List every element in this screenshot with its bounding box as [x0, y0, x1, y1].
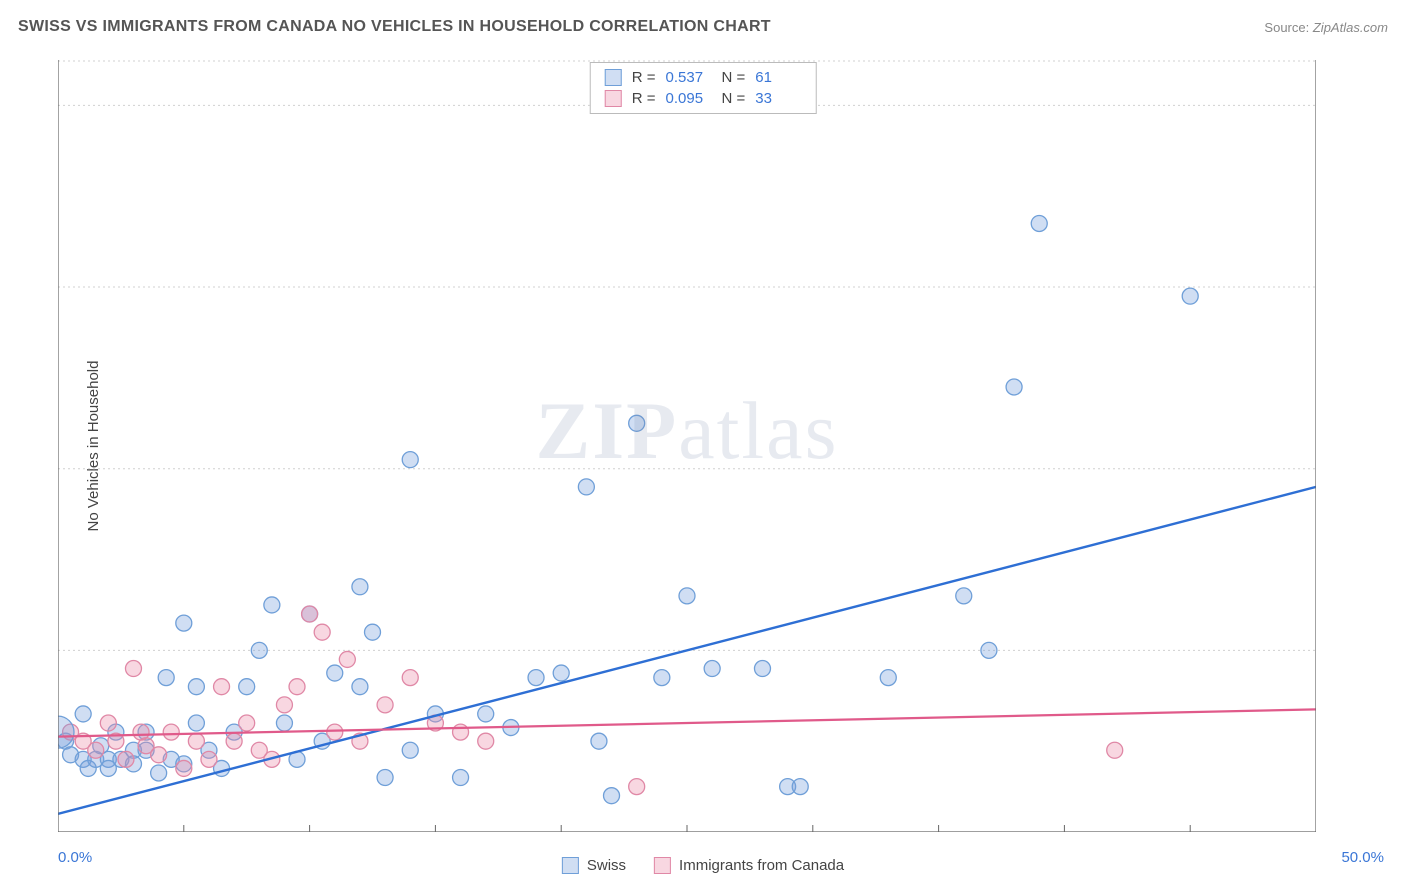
data-point	[201, 751, 217, 767]
data-point	[327, 665, 343, 681]
data-point	[365, 624, 381, 640]
swatch-canada	[605, 90, 622, 107]
data-point	[604, 788, 620, 804]
data-point	[754, 661, 770, 677]
data-point	[188, 733, 204, 749]
source-credit: Source: ZipAtlas.com	[1264, 20, 1388, 35]
data-point	[1006, 379, 1022, 395]
n-value-canada: 33	[755, 90, 801, 107]
data-point	[679, 588, 695, 604]
data-point	[176, 615, 192, 631]
data-point	[125, 661, 141, 677]
data-point	[553, 665, 569, 681]
data-point	[352, 679, 368, 695]
data-point	[302, 606, 318, 622]
data-point	[704, 661, 720, 677]
data-point	[956, 588, 972, 604]
chart-svg: 20.0%40.0%60.0%80.0%	[58, 60, 1316, 832]
data-point	[75, 706, 91, 722]
data-point	[188, 715, 204, 731]
data-point	[1031, 215, 1047, 231]
r-label: R =	[632, 69, 656, 86]
data-point	[402, 670, 418, 686]
data-point	[339, 651, 355, 667]
data-point	[402, 452, 418, 468]
data-point	[276, 715, 292, 731]
legend-item-swiss: Swiss	[562, 857, 626, 874]
legend-swatch-swiss	[562, 857, 579, 874]
data-point	[1107, 742, 1123, 758]
stat-row-canada: R = 0.095 N = 33	[591, 88, 816, 109]
x-end-label: 50.0%	[1341, 849, 1384, 866]
data-point	[163, 724, 179, 740]
data-point	[151, 765, 167, 781]
bottom-legend: Swiss Immigrants from Canada	[562, 857, 844, 874]
n-label: N =	[722, 69, 746, 86]
data-point	[377, 770, 393, 786]
source-label: Source:	[1264, 20, 1309, 35]
data-point	[578, 479, 594, 495]
data-point	[352, 579, 368, 595]
trend-line	[58, 487, 1316, 814]
data-point	[314, 624, 330, 640]
data-point	[88, 742, 104, 758]
data-point	[981, 642, 997, 658]
data-point	[239, 679, 255, 695]
data-point	[591, 733, 607, 749]
plot-area: 20.0%40.0%60.0%80.0% ZIPatlas	[58, 60, 1316, 832]
chart-title: SWISS VS IMMIGRANTS FROM CANADA NO VEHIC…	[18, 18, 771, 36]
data-point	[226, 733, 242, 749]
r-value-swiss: 0.537	[666, 69, 712, 86]
n-value-swiss: 61	[755, 69, 801, 86]
data-point	[276, 697, 292, 713]
x-start-label: 0.0%	[58, 849, 92, 866]
data-point	[118, 751, 134, 767]
data-point	[289, 679, 305, 695]
data-point	[629, 779, 645, 795]
data-point	[402, 742, 418, 758]
r-label: R =	[632, 90, 656, 107]
legend-label-swiss: Swiss	[587, 857, 626, 874]
legend-swatch-canada	[654, 857, 671, 874]
data-point	[629, 415, 645, 431]
data-point	[528, 670, 544, 686]
data-point	[188, 679, 204, 695]
data-point	[654, 670, 670, 686]
data-point	[151, 747, 167, 763]
data-point	[880, 670, 896, 686]
legend-label-canada: Immigrants from Canada	[679, 857, 844, 874]
data-point	[176, 760, 192, 776]
data-point	[264, 597, 280, 613]
data-point	[100, 715, 116, 731]
data-point	[251, 642, 267, 658]
data-point	[453, 724, 469, 740]
data-point	[377, 697, 393, 713]
stat-row-swiss: R = 0.537 N = 61	[591, 67, 816, 88]
legend-item-canada: Immigrants from Canada	[654, 857, 844, 874]
data-point	[453, 770, 469, 786]
source-link[interactable]: ZipAtlas.com	[1313, 20, 1388, 35]
data-point	[327, 724, 343, 740]
data-point	[239, 715, 255, 731]
data-point	[1182, 288, 1198, 304]
header: SWISS VS IMMIGRANTS FROM CANADA NO VEHIC…	[18, 18, 1388, 36]
data-point	[478, 733, 494, 749]
data-point	[478, 706, 494, 722]
data-point	[214, 679, 230, 695]
data-point	[792, 779, 808, 795]
swatch-swiss	[605, 69, 622, 86]
r-value-canada: 0.095	[666, 90, 712, 107]
stat-legend: R = 0.537 N = 61 R = 0.095 N = 33	[590, 62, 817, 114]
n-label: N =	[722, 90, 746, 107]
data-point	[158, 670, 174, 686]
